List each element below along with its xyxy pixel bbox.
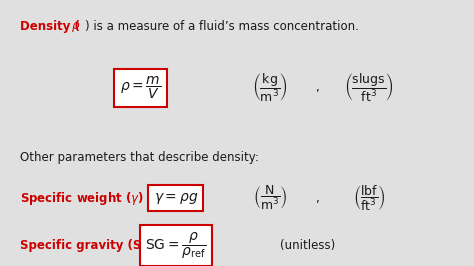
Text: $\gamma = \rho g$: $\gamma = \rho g$ xyxy=(154,191,198,206)
Text: ) is a measure of a fluid’s mass concentration.: ) is a measure of a fluid’s mass concent… xyxy=(85,20,359,33)
Text: $\rho = \dfrac{m}{\mathit{V}}$: $\rho = \dfrac{m}{\mathit{V}}$ xyxy=(120,75,161,101)
Text: (unitless): (unitless) xyxy=(280,239,335,252)
Text: $\left(\dfrac{\mathrm{kg}}{\mathrm{m}^3}\right)$: $\left(\dfrac{\mathrm{kg}}{\mathrm{m}^3}… xyxy=(252,72,288,104)
Text: Density (: Density ( xyxy=(20,20,80,33)
Text: Other parameters that describe density:: Other parameters that describe density: xyxy=(20,151,259,164)
Text: Specific weight ($\gamma$): Specific weight ($\gamma$) xyxy=(20,190,144,207)
Text: $\rho$: $\rho$ xyxy=(71,20,81,34)
Text: Specific gravity (SG): Specific gravity (SG) xyxy=(20,239,157,252)
Text: ,: , xyxy=(315,192,319,205)
Text: ,: , xyxy=(315,81,319,94)
Text: $\left(\dfrac{\mathrm{lbf}}{\mathrm{ft}^3}\right)$: $\left(\dfrac{\mathrm{lbf}}{\mathrm{ft}^… xyxy=(353,184,385,213)
Text: $\left(\dfrac{\mathrm{slugs}}{\mathrm{ft}^3}\right)$: $\left(\dfrac{\mathrm{slugs}}{\mathrm{ft… xyxy=(344,72,394,104)
Text: $\mathrm{SG} = \dfrac{\rho}{\rho_{\mathrm{ref}}}$: $\mathrm{SG} = \dfrac{\rho}{\rho_{\mathr… xyxy=(145,230,206,261)
Text: $\left(\dfrac{\mathrm{N}}{\mathrm{m}^3}\right)$: $\left(\dfrac{\mathrm{N}}{\mathrm{m}^3}\… xyxy=(253,184,287,212)
